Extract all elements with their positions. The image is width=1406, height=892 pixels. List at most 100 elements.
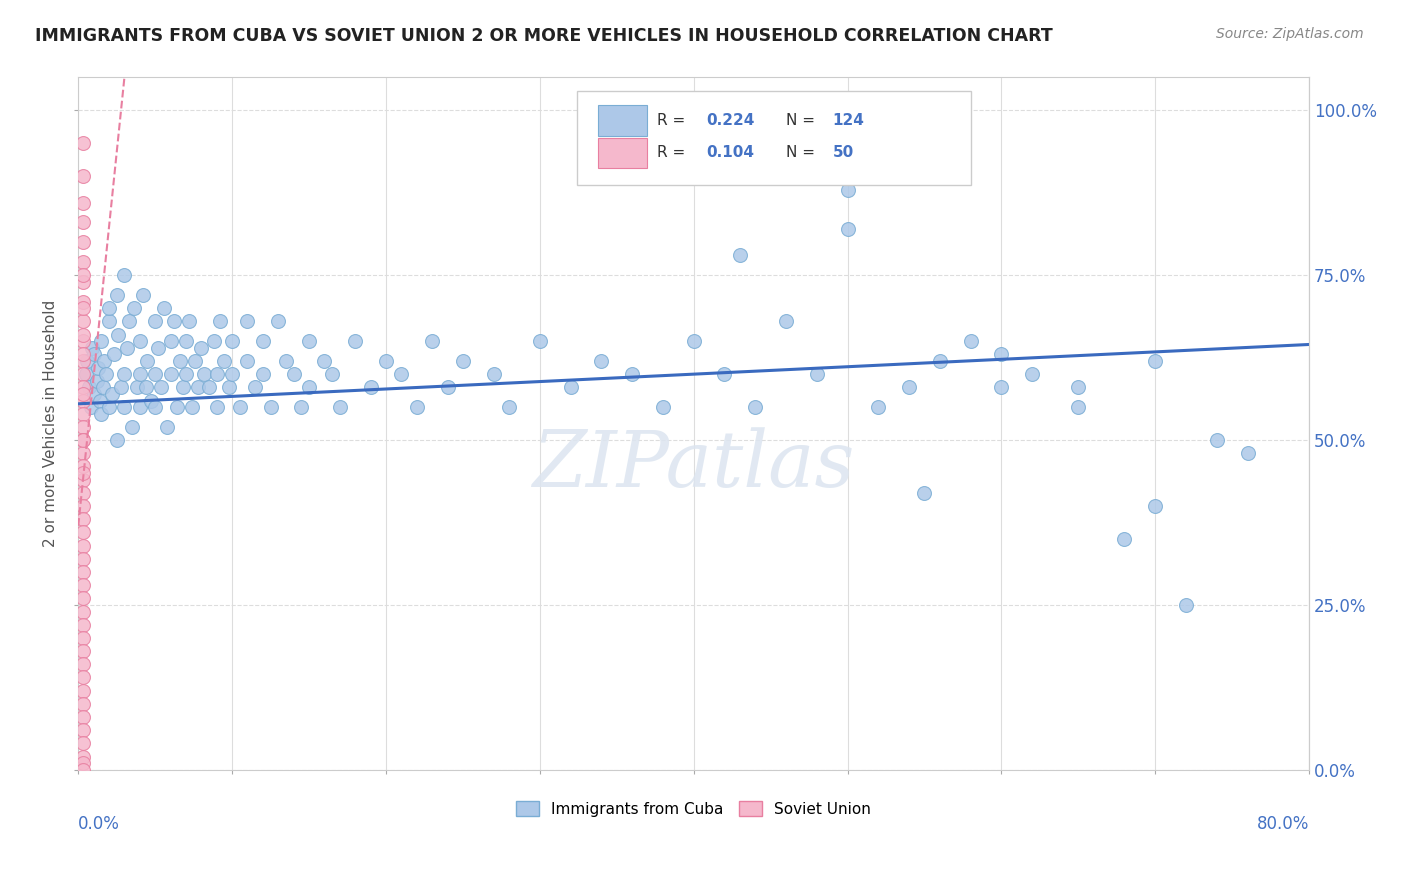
Point	[713, 367, 735, 381]
Point	[79, 400, 101, 414]
Point	[163, 314, 186, 328]
Point	[121, 420, 143, 434]
Point	[172, 380, 194, 394]
Point	[451, 354, 474, 368]
Point	[72, 446, 94, 460]
Point	[218, 380, 240, 394]
Point	[86, 374, 108, 388]
Point	[93, 354, 115, 368]
Point	[118, 314, 141, 328]
Point	[72, 631, 94, 645]
Point	[621, 367, 644, 381]
Point	[72, 380, 94, 394]
Point	[174, 367, 197, 381]
Point	[72, 683, 94, 698]
Point	[169, 354, 191, 368]
Point	[72, 314, 94, 328]
Point	[72, 499, 94, 513]
Point	[420, 334, 443, 348]
Point	[110, 380, 132, 394]
Point	[91, 380, 114, 394]
Point	[103, 347, 125, 361]
Point	[72, 565, 94, 579]
Point	[72, 473, 94, 487]
Point	[329, 400, 352, 414]
Point	[72, 644, 94, 658]
Point	[90, 334, 112, 348]
Point	[148, 341, 170, 355]
Point	[187, 380, 209, 394]
Point	[112, 367, 135, 381]
Point	[150, 380, 173, 394]
Point	[298, 334, 321, 348]
Point	[72, 539, 94, 553]
Point	[72, 485, 94, 500]
FancyBboxPatch shape	[576, 91, 970, 185]
Point	[159, 367, 181, 381]
Point	[72, 617, 94, 632]
Point	[389, 367, 412, 381]
Point	[72, 367, 94, 381]
Point	[1144, 354, 1167, 368]
Text: N =: N =	[786, 113, 820, 128]
Point	[72, 512, 94, 526]
Point	[83, 387, 105, 401]
Point	[72, 301, 94, 316]
Point	[72, 354, 94, 368]
Point	[436, 380, 458, 394]
Point	[72, 551, 94, 566]
Point	[72, 710, 94, 724]
Point	[72, 347, 94, 361]
Point	[128, 334, 150, 348]
Point	[837, 182, 859, 196]
Point	[112, 268, 135, 283]
Point	[252, 334, 274, 348]
Point	[82, 341, 104, 355]
Point	[298, 380, 321, 394]
Point	[101, 387, 124, 401]
Point	[143, 367, 166, 381]
Point	[214, 354, 236, 368]
Point	[98, 301, 121, 316]
Point	[72, 294, 94, 309]
Point	[153, 301, 176, 316]
Point	[482, 367, 505, 381]
Point	[267, 314, 290, 328]
Point	[651, 400, 673, 414]
Legend: Immigrants from Cuba, Soviet Union: Immigrants from Cuba, Soviet Union	[509, 793, 879, 824]
Point	[72, 723, 94, 738]
Point	[72, 393, 94, 408]
Point	[259, 400, 281, 414]
Point	[125, 380, 148, 394]
Point	[72, 591, 94, 606]
Point	[72, 433, 94, 447]
Point	[72, 136, 94, 151]
Point	[1114, 532, 1136, 546]
Point	[72, 657, 94, 672]
Point	[76, 354, 98, 368]
Point	[202, 334, 225, 348]
Point	[72, 407, 94, 421]
Point	[837, 222, 859, 236]
Point	[591, 354, 613, 368]
Point	[90, 407, 112, 421]
Point	[405, 400, 427, 414]
Point	[72, 578, 94, 592]
Point	[75, 367, 97, 381]
Point	[190, 341, 212, 355]
Point	[375, 354, 398, 368]
Point	[72, 387, 94, 401]
Point	[72, 327, 94, 342]
Point	[98, 314, 121, 328]
Point	[94, 367, 117, 381]
Point	[1205, 433, 1227, 447]
Point	[122, 301, 145, 316]
Point	[560, 380, 582, 394]
Point	[290, 400, 312, 414]
Point	[72, 466, 94, 480]
Point	[198, 380, 221, 394]
Point	[245, 380, 267, 394]
Point	[128, 367, 150, 381]
Point	[221, 367, 243, 381]
Point	[1067, 380, 1090, 394]
